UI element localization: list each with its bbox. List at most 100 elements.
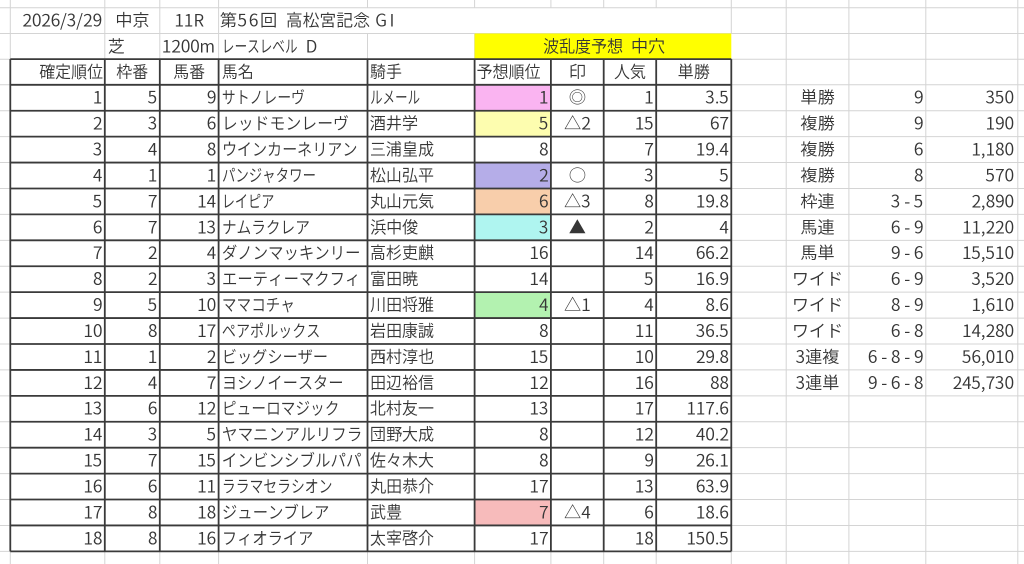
svg-text:7: 7	[148, 447, 157, 472]
svg-text:回: 回	[260, 7, 277, 32]
svg-text:馬名: 馬名	[222, 58, 254, 83]
svg-text:8: 8	[148, 524, 157, 549]
svg-text:14,280: 14,280	[962, 317, 1014, 342]
svg-text:6 - 8 - 9: 6 - 8 - 9	[868, 343, 923, 368]
svg-text:4: 4	[148, 369, 157, 394]
svg-text:9: 9	[207, 84, 216, 109]
svg-text:56,010: 56,010	[962, 343, 1014, 368]
svg-text:酒井学: 酒井学	[370, 110, 418, 135]
svg-text:13: 13	[529, 395, 548, 420]
svg-text:12: 12	[197, 395, 216, 420]
svg-text:第: 第	[220, 7, 237, 32]
svg-text:17: 17	[529, 473, 548, 498]
svg-text:浜中俊: 浜中俊	[370, 213, 418, 238]
svg-text:7: 7	[93, 239, 102, 264]
svg-text:4: 4	[93, 161, 102, 186]
svg-text:4: 4	[539, 291, 548, 316]
svg-text:67: 67	[710, 110, 729, 135]
svg-text:3: 3	[148, 110, 157, 135]
svg-text:7: 7	[539, 498, 548, 523]
svg-text:馬番: 馬番	[173, 58, 205, 83]
svg-text:丸山元気: 丸山元気	[370, 187, 434, 212]
svg-text:8: 8	[207, 136, 216, 161]
svg-text:13: 13	[635, 473, 654, 498]
svg-text:8: 8	[539, 136, 548, 161]
svg-text:13: 13	[83, 395, 102, 420]
svg-text:5: 5	[207, 421, 217, 446]
svg-text:団野大成: 団野大成	[370, 421, 434, 446]
svg-text:9: 9	[644, 447, 653, 472]
svg-text:6: 6	[914, 136, 923, 161]
svg-text:1: 1	[148, 343, 157, 368]
svg-text:4: 4	[148, 136, 157, 161]
svg-text:△4: △4	[564, 498, 591, 523]
svg-text:16: 16	[83, 473, 102, 498]
svg-text:9 - 6: 9 - 6	[891, 239, 923, 264]
svg-text:5: 5	[644, 265, 654, 290]
svg-text:14: 14	[83, 421, 102, 446]
svg-text:9: 9	[914, 84, 923, 109]
svg-text:岩田康誠: 岩田康誠	[370, 317, 434, 342]
svg-text:8 - 9: 8 - 9	[891, 291, 923, 316]
svg-text:△2: △2	[564, 110, 591, 135]
svg-text:16: 16	[529, 239, 548, 264]
svg-text:ワイド: ワイド	[792, 291, 844, 316]
svg-text:1,610: 1,610	[971, 291, 1013, 316]
svg-text:丸田恭介: 丸田恭介	[370, 473, 434, 498]
svg-text:8: 8	[914, 161, 923, 186]
svg-text:D: D	[305, 32, 317, 57]
svg-text:ダノンマッキンリー: ダノンマッキンリー	[222, 239, 361, 264]
svg-text:▲: ▲	[569, 213, 586, 238]
svg-text:245,730: 245,730	[953, 369, 1014, 394]
svg-text:10: 10	[83, 317, 102, 342]
svg-text:15,510: 15,510	[962, 239, 1014, 264]
svg-text:6 - 8: 6 - 8	[891, 317, 923, 342]
svg-text:3: 3	[207, 265, 216, 290]
svg-text:11R: 11R	[174, 7, 204, 32]
svg-text:2: 2	[148, 265, 157, 290]
svg-text:8: 8	[93, 265, 102, 290]
svg-text:6: 6	[644, 498, 653, 523]
svg-text:17: 17	[197, 317, 216, 342]
svg-text:6 - 9: 6 - 9	[891, 265, 923, 290]
svg-text:6: 6	[207, 110, 216, 135]
svg-text:ジューンブレア: ジューンブレア	[222, 498, 330, 523]
svg-text:9: 9	[93, 291, 102, 316]
svg-text:19.8: 19.8	[696, 187, 729, 212]
svg-text:40.2: 40.2	[696, 421, 729, 446]
svg-text:18: 18	[635, 524, 654, 549]
svg-text:18: 18	[197, 498, 216, 523]
svg-text:14: 14	[635, 239, 654, 264]
svg-text:3 - 5: 3 - 5	[891, 187, 924, 212]
svg-text:7: 7	[207, 369, 216, 394]
svg-text:北村友一: 北村友一	[370, 395, 434, 420]
svg-text:26.1: 26.1	[696, 447, 729, 472]
svg-text:予想順位: 予想順位	[477, 58, 541, 83]
svg-text:14: 14	[197, 187, 216, 212]
svg-text:パンジャタワー: パンジャタワー	[222, 161, 316, 186]
svg-text:レッドモンレーヴ: レッドモンレーヴ	[222, 110, 349, 135]
svg-text:16: 16	[635, 369, 654, 394]
svg-text:単勝: 単勝	[678, 58, 710, 83]
svg-text:1: 1	[148, 161, 157, 186]
svg-text:350: 350	[985, 84, 1013, 109]
svg-text:サトノレーヴ: サトノレーヴ	[222, 84, 305, 109]
svg-text:三浦皇成: 三浦皇成	[370, 136, 434, 161]
svg-text:88: 88	[710, 369, 729, 394]
svg-text:5: 5	[148, 84, 158, 109]
svg-text:2: 2	[148, 239, 157, 264]
svg-text:6: 6	[148, 395, 157, 420]
svg-text:ララマセラシオン: ララマセラシオン	[222, 473, 333, 498]
svg-text:1: 1	[207, 161, 216, 186]
svg-text:武豊: 武豊	[370, 498, 402, 523]
svg-text:人気: 人気	[614, 58, 646, 83]
svg-text:◎: ◎	[569, 84, 586, 109]
svg-text:1,180: 1,180	[971, 136, 1013, 161]
svg-text:6: 6	[249, 7, 258, 32]
svg-text:3: 3	[93, 136, 102, 161]
svg-text:8: 8	[148, 498, 157, 523]
svg-text:3連単: 3連単	[796, 369, 840, 394]
svg-text:枠連: 枠連	[800, 187, 834, 212]
svg-text:11: 11	[197, 473, 216, 498]
svg-text:複勝: 複勝	[800, 136, 834, 161]
